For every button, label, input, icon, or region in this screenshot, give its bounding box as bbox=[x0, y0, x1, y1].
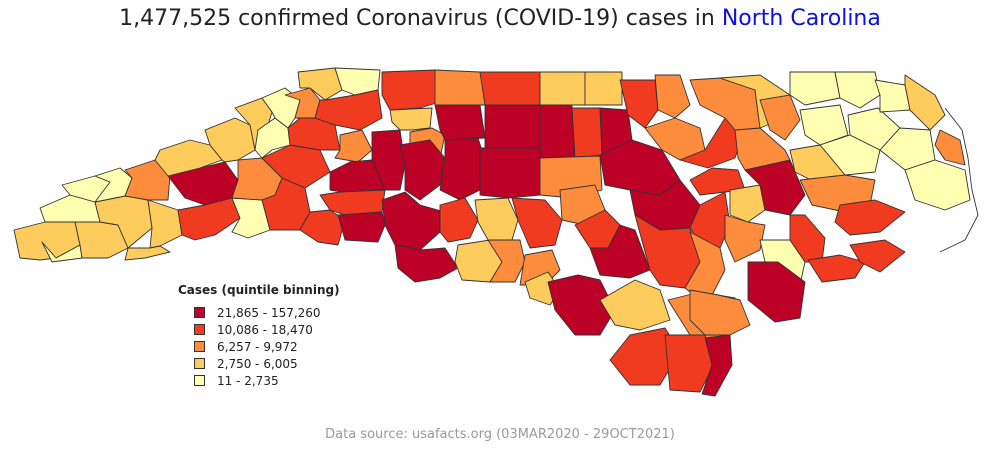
legend-label: 10,086 - 18,470 bbox=[217, 322, 313, 337]
county[interactable] bbox=[399, 139, 446, 201]
legend-swatch bbox=[194, 375, 205, 386]
legend-item: 11 - 2,735 bbox=[194, 372, 340, 389]
county[interactable] bbox=[834, 199, 906, 236]
county[interactable] bbox=[474, 197, 519, 241]
county[interactable] bbox=[439, 197, 479, 243]
county[interactable] bbox=[904, 159, 971, 211]
legend: Cases (quintile binning) 21,865 - 157,26… bbox=[178, 283, 340, 389]
legend-rows: 21,865 - 157,260 10,086 - 18,470 6,257 - 9… bbox=[178, 304, 340, 389]
legend-label: 2,750 - 6,005 bbox=[217, 356, 298, 371]
county[interactable] bbox=[609, 327, 681, 386]
county[interactable] bbox=[124, 245, 171, 261]
county[interactable] bbox=[371, 129, 406, 191]
county[interactable] bbox=[689, 289, 751, 336]
county[interactable] bbox=[904, 74, 946, 131]
county[interactable] bbox=[394, 244, 459, 283]
county[interactable] bbox=[599, 279, 671, 331]
county[interactable] bbox=[337, 211, 386, 243]
legend-item: 6,257 - 9,972 bbox=[194, 338, 340, 355]
county[interactable] bbox=[381, 191, 446, 251]
county[interactable] bbox=[589, 224, 651, 279]
county[interactable] bbox=[389, 107, 433, 131]
county[interactable] bbox=[724, 214, 766, 263]
legend-swatch bbox=[194, 341, 205, 352]
map-title: 1,477,525 confirmed Coronavirus (COVID-1… bbox=[0, 6, 1000, 31]
county[interactable] bbox=[334, 129, 373, 163]
legend-label: 6,257 - 9,972 bbox=[217, 339, 298, 354]
county[interactable] bbox=[539, 104, 576, 159]
data-source-note: Data source: usafacts.org (03MAR2020 - 2… bbox=[325, 427, 675, 442]
legend-swatch bbox=[194, 358, 205, 369]
title-count: 1,477,525 bbox=[119, 6, 232, 31]
county[interactable] bbox=[619, 79, 659, 129]
county[interactable] bbox=[789, 71, 841, 106]
county[interactable] bbox=[154, 139, 223, 177]
county[interactable] bbox=[511, 197, 563, 249]
county[interactable] bbox=[834, 71, 881, 109]
county[interactable] bbox=[729, 184, 766, 223]
county[interactable] bbox=[807, 254, 866, 283]
legend-label: 11 - 2,735 bbox=[217, 373, 279, 388]
county[interactable] bbox=[434, 69, 486, 106]
title-state-link[interactable]: North Carolina bbox=[721, 6, 881, 31]
county[interactable] bbox=[874, 79, 911, 113]
county[interactable] bbox=[747, 261, 806, 323]
legend-label: 21,865 - 157,260 bbox=[217, 305, 321, 320]
county[interactable] bbox=[439, 137, 486, 201]
county[interactable] bbox=[584, 71, 623, 106]
county[interactable] bbox=[539, 71, 586, 106]
county[interactable] bbox=[487, 239, 526, 283]
legend-item: 10,086 - 18,470 bbox=[194, 321, 340, 338]
county[interactable] bbox=[177, 197, 241, 241]
legend-item: 2,750 - 6,005 bbox=[194, 355, 340, 372]
county[interactable] bbox=[759, 94, 801, 141]
county[interactable] bbox=[204, 117, 256, 163]
county[interactable] bbox=[479, 147, 541, 199]
county[interactable] bbox=[547, 274, 616, 336]
legend-swatch bbox=[194, 324, 205, 335]
legend-swatch bbox=[194, 307, 205, 318]
county[interactable] bbox=[147, 199, 183, 249]
county[interactable] bbox=[654, 74, 691, 119]
title-text: confirmed Coronavirus (COVID-19) cases i… bbox=[231, 6, 722, 31]
county[interactable] bbox=[484, 104, 541, 149]
county[interactable] bbox=[261, 87, 301, 129]
county[interactable] bbox=[479, 71, 541, 106]
county[interactable] bbox=[381, 69, 441, 111]
county[interactable] bbox=[261, 177, 311, 231]
legend-item: 21,865 - 157,260 bbox=[194, 304, 340, 321]
county[interactable] bbox=[849, 239, 906, 273]
county[interactable] bbox=[934, 129, 966, 166]
county[interactable] bbox=[287, 117, 341, 151]
county[interactable] bbox=[571, 107, 603, 159]
county[interactable] bbox=[434, 104, 486, 141]
legend-title: Cases (quintile binning) bbox=[178, 283, 340, 297]
